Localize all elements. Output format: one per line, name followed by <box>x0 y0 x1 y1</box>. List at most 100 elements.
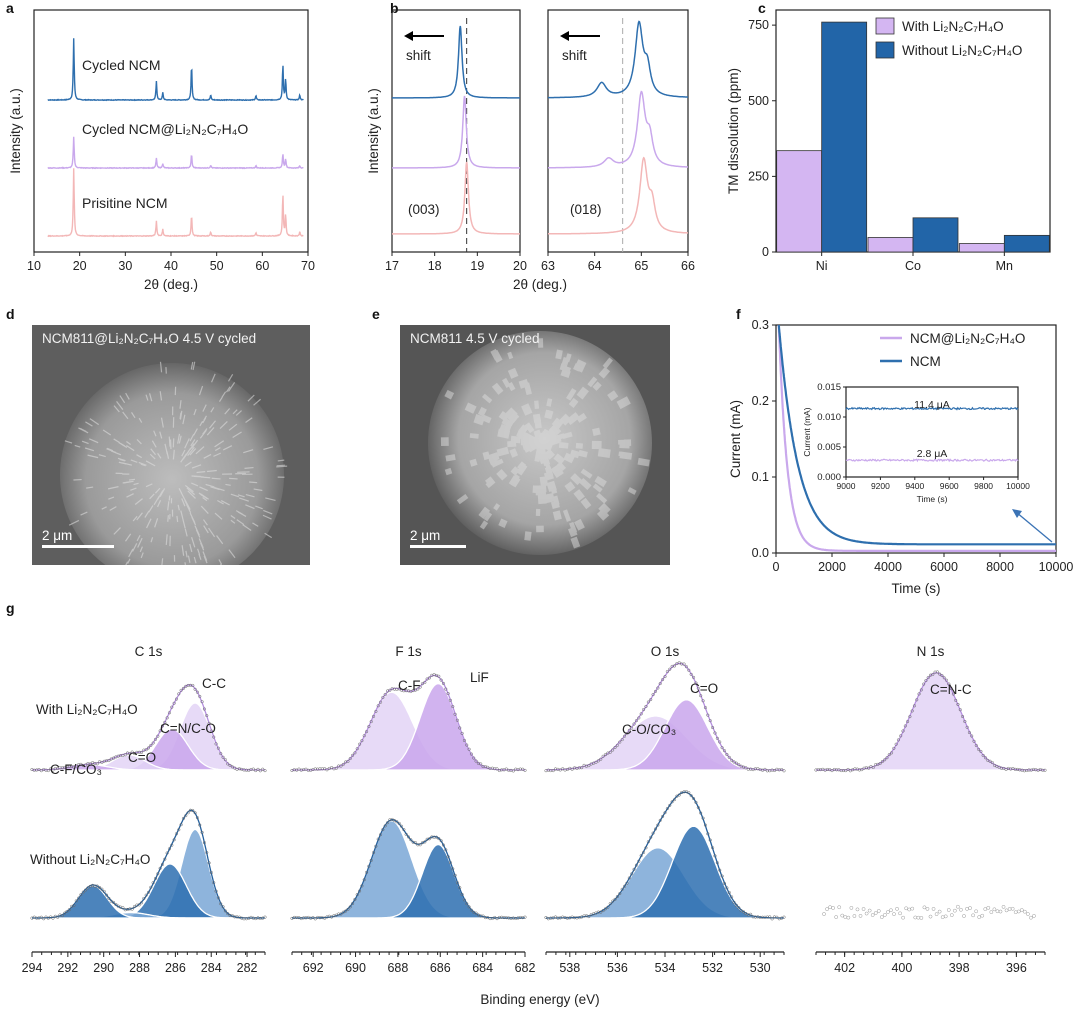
sem-d-streak <box>199 420 204 427</box>
panel-g-data-point <box>1029 915 1033 920</box>
panel-g-data-point <box>360 884 364 888</box>
sem-d-streak <box>243 449 254 454</box>
panel-g-data-point <box>439 839 443 843</box>
panel-g-data-point <box>367 864 371 868</box>
panel-g-data-point <box>418 685 422 689</box>
panel-g-data-point <box>708 838 712 842</box>
panel-g-data-point <box>1018 768 1022 772</box>
sem-e-block <box>477 406 487 417</box>
panel-g-data-point <box>348 905 352 909</box>
panel-g-data-point <box>263 915 267 919</box>
sem-d-streak <box>229 477 238 480</box>
panel-g-data-point <box>42 917 46 921</box>
panel-g-data-point <box>711 846 715 850</box>
panel-g-data-point <box>696 686 700 690</box>
sem-d-streak <box>127 558 131 564</box>
panel-g-data-point <box>737 906 741 910</box>
sem-texture-e <box>400 325 670 565</box>
panel-g-data-point <box>734 903 738 907</box>
panel-g-data-point <box>295 915 299 920</box>
sem-d-streak <box>118 461 127 465</box>
panel-g-data-point <box>84 888 88 892</box>
panel-g-data-point <box>202 707 206 711</box>
sem-e-block <box>510 466 520 476</box>
panel-letter-f: f <box>736 306 741 322</box>
sem-d-streak <box>88 438 99 444</box>
sem-d-streak <box>64 440 73 444</box>
panel-g-data-point <box>899 734 903 738</box>
sem-d-streak <box>263 446 274 451</box>
panel-g-data-point <box>207 721 211 725</box>
sem-d-streak <box>159 488 166 497</box>
panel-g-data-point <box>983 907 988 911</box>
sem-e-block <box>487 452 500 463</box>
panel-c-bar <box>821 21 868 253</box>
sem-d-streak <box>196 471 206 474</box>
panel-g-data-point <box>362 734 366 738</box>
sem-e-block <box>550 464 564 478</box>
panel-c-bar <box>958 243 1005 253</box>
sem-d-streak <box>200 505 209 514</box>
panel-g-data-point <box>634 863 638 867</box>
sem-d-streak <box>110 450 122 456</box>
panel-g-data-point <box>931 907 936 911</box>
sem-d-streak <box>154 518 159 528</box>
panel-f-inset-ytick-label: 0.015 <box>817 382 841 393</box>
panel-g-data-point <box>263 769 267 773</box>
panel-g-data-point <box>149 743 153 748</box>
panel-g-data-point <box>469 908 473 912</box>
sem-d-streak <box>184 500 188 506</box>
panel-g-data-point <box>615 743 619 747</box>
sem-d-streak <box>214 512 223 520</box>
panel-g-data-point <box>427 837 432 841</box>
panel-g-data-point <box>906 720 910 724</box>
sem-e-block <box>507 381 516 392</box>
panel-c-ytick-label: 250 <box>748 169 769 183</box>
panel-g-data-point <box>441 843 446 847</box>
panel-g-data-point <box>79 893 83 897</box>
sem-e-block <box>479 520 489 530</box>
sem-e-block <box>550 424 562 436</box>
sem-e-block <box>532 413 542 423</box>
panel-g-data-point <box>915 698 919 702</box>
panel-f-xtick-label: 2000 <box>818 560 846 574</box>
panel-g-data-point <box>404 832 408 836</box>
panel-g-data-point <box>725 886 729 890</box>
panel-g-peak-label: C=O <box>128 750 156 765</box>
panel-g-data-point <box>611 899 615 903</box>
panel-c-category-label: Ni <box>816 259 828 273</box>
panel-g-data-point <box>989 910 994 914</box>
sem-d-streak <box>195 446 205 455</box>
panel-b-xtick-label: 64 <box>588 259 602 273</box>
panel-b-shift-label: shift <box>406 48 431 63</box>
panel-b-series-line <box>392 95 520 169</box>
sem-d-streak <box>221 391 227 398</box>
panel-g-data-point <box>455 881 459 885</box>
panel-g-data-point <box>665 807 669 811</box>
sem-d-streak <box>184 562 187 565</box>
panel-g-data-point <box>658 681 662 686</box>
panel-c-ytick-label: 500 <box>748 94 769 108</box>
sem-d-streak <box>245 417 253 423</box>
sem-d-streak <box>159 431 163 439</box>
sem-d-streak <box>191 464 202 469</box>
sem-d-streak <box>180 492 186 501</box>
panel-g-data-point <box>913 915 918 920</box>
panel-g-data-point <box>172 701 176 705</box>
panel-g-data-point <box>434 835 439 839</box>
sem-d-streak <box>252 522 259 527</box>
panel-g-data-point <box>493 767 497 771</box>
panel-g-data-point <box>618 740 622 744</box>
sem-d-streak <box>237 494 245 498</box>
sem-d-streak <box>161 558 164 565</box>
sem-d-streak <box>138 461 147 466</box>
sem-e-block <box>592 427 601 436</box>
sem-d-streak <box>191 516 197 526</box>
panel-g-data-point <box>658 818 662 822</box>
panel-a-xtick-label: 20 <box>73 259 87 273</box>
panel-g-data-point <box>344 909 348 913</box>
panel-g-data-point <box>65 909 69 914</box>
panel-g-data-point <box>885 756 889 760</box>
panel-g-data-point <box>727 890 731 895</box>
